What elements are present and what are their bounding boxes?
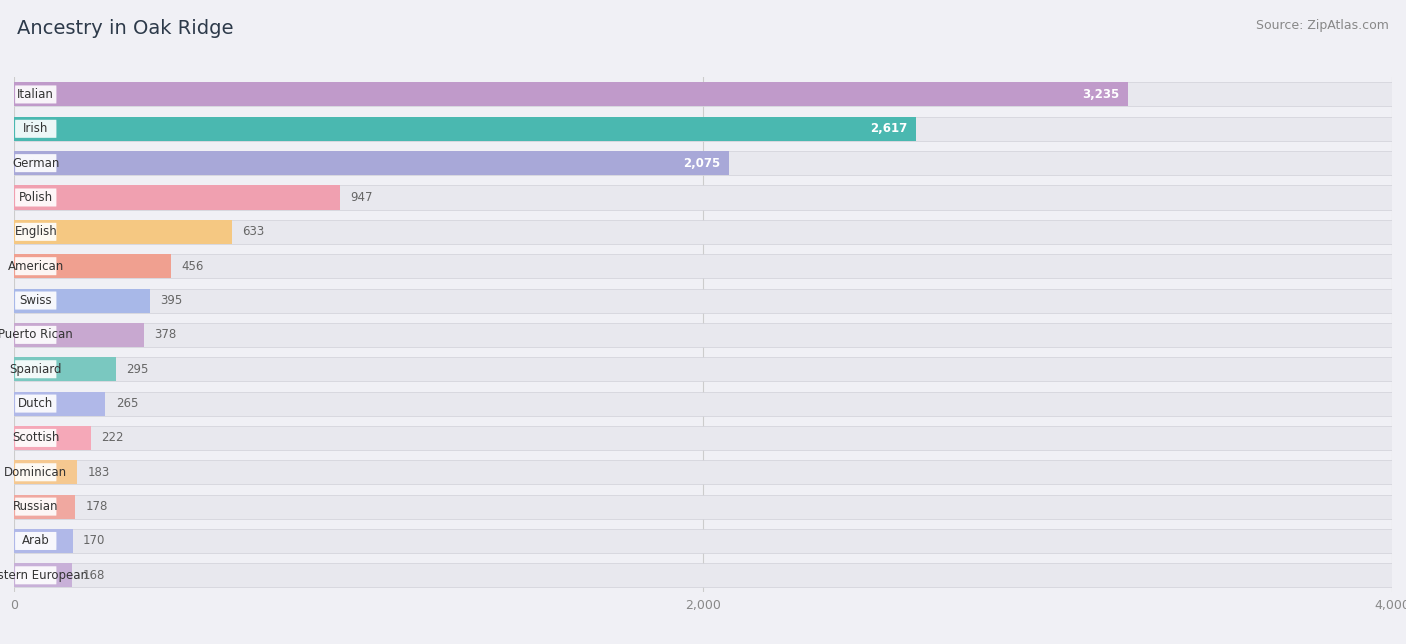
Text: 178: 178 bbox=[86, 500, 108, 513]
FancyBboxPatch shape bbox=[15, 429, 56, 447]
Bar bbox=[14, 392, 105, 415]
FancyBboxPatch shape bbox=[15, 498, 56, 516]
FancyBboxPatch shape bbox=[15, 463, 56, 481]
Text: Irish: Irish bbox=[22, 122, 48, 135]
Bar bbox=[14, 151, 728, 175]
FancyBboxPatch shape bbox=[15, 223, 56, 241]
Text: 2,617: 2,617 bbox=[870, 122, 907, 135]
FancyBboxPatch shape bbox=[15, 86, 56, 104]
Text: Swiss: Swiss bbox=[20, 294, 52, 307]
Bar bbox=[14, 289, 150, 312]
Text: Russian: Russian bbox=[13, 500, 59, 513]
FancyBboxPatch shape bbox=[15, 326, 56, 344]
Bar bbox=[14, 185, 1392, 209]
Bar bbox=[14, 82, 1392, 106]
Bar bbox=[14, 426, 90, 450]
Bar bbox=[14, 460, 77, 484]
Bar bbox=[14, 564, 72, 587]
Text: 265: 265 bbox=[115, 397, 138, 410]
FancyBboxPatch shape bbox=[15, 566, 56, 584]
FancyBboxPatch shape bbox=[15, 257, 56, 275]
Bar bbox=[14, 151, 1392, 175]
Text: 3,235: 3,235 bbox=[1083, 88, 1119, 101]
Bar bbox=[14, 529, 1392, 553]
Bar bbox=[14, 289, 1392, 312]
Bar bbox=[14, 426, 1392, 450]
Text: Puerto Rican: Puerto Rican bbox=[0, 328, 73, 341]
Bar bbox=[14, 220, 1392, 244]
FancyBboxPatch shape bbox=[15, 154, 56, 172]
Text: Eastern European: Eastern European bbox=[0, 569, 89, 582]
Text: 378: 378 bbox=[155, 328, 177, 341]
FancyBboxPatch shape bbox=[15, 189, 56, 207]
Text: Scottish: Scottish bbox=[13, 431, 59, 444]
FancyBboxPatch shape bbox=[15, 292, 56, 310]
Text: 170: 170 bbox=[83, 535, 105, 547]
Bar bbox=[14, 185, 340, 209]
Bar bbox=[14, 564, 1392, 587]
Text: 168: 168 bbox=[83, 569, 104, 582]
FancyBboxPatch shape bbox=[15, 120, 56, 138]
Bar bbox=[14, 529, 73, 553]
Text: Dominican: Dominican bbox=[4, 466, 67, 478]
Bar bbox=[14, 357, 1392, 381]
Bar bbox=[14, 254, 1392, 278]
Text: 947: 947 bbox=[350, 191, 373, 204]
Text: English: English bbox=[14, 225, 58, 238]
Bar bbox=[14, 323, 145, 347]
Bar bbox=[14, 357, 115, 381]
Text: German: German bbox=[13, 156, 59, 169]
Text: 295: 295 bbox=[127, 363, 149, 375]
Bar bbox=[14, 254, 172, 278]
Text: 633: 633 bbox=[242, 225, 264, 238]
Text: 183: 183 bbox=[87, 466, 110, 478]
Text: 222: 222 bbox=[101, 431, 124, 444]
Bar bbox=[14, 117, 1392, 141]
Text: Arab: Arab bbox=[22, 535, 49, 547]
Text: 395: 395 bbox=[160, 294, 183, 307]
Bar bbox=[14, 392, 1392, 415]
Bar bbox=[14, 495, 1392, 518]
Bar bbox=[14, 323, 1392, 347]
Text: American: American bbox=[7, 260, 63, 272]
Bar bbox=[14, 495, 76, 518]
Text: Source: ZipAtlas.com: Source: ZipAtlas.com bbox=[1256, 19, 1389, 32]
Bar bbox=[14, 82, 1129, 106]
FancyBboxPatch shape bbox=[15, 395, 56, 413]
Bar bbox=[14, 117, 915, 141]
Bar bbox=[14, 460, 1392, 484]
FancyBboxPatch shape bbox=[15, 360, 56, 378]
Text: Polish: Polish bbox=[18, 191, 53, 204]
Text: Dutch: Dutch bbox=[18, 397, 53, 410]
Text: 2,075: 2,075 bbox=[683, 156, 720, 169]
Text: Spaniard: Spaniard bbox=[10, 363, 62, 375]
Text: Ancestry in Oak Ridge: Ancestry in Oak Ridge bbox=[17, 19, 233, 39]
FancyBboxPatch shape bbox=[15, 532, 56, 550]
Text: 456: 456 bbox=[181, 260, 204, 272]
Text: Italian: Italian bbox=[17, 88, 55, 101]
Bar bbox=[14, 220, 232, 244]
